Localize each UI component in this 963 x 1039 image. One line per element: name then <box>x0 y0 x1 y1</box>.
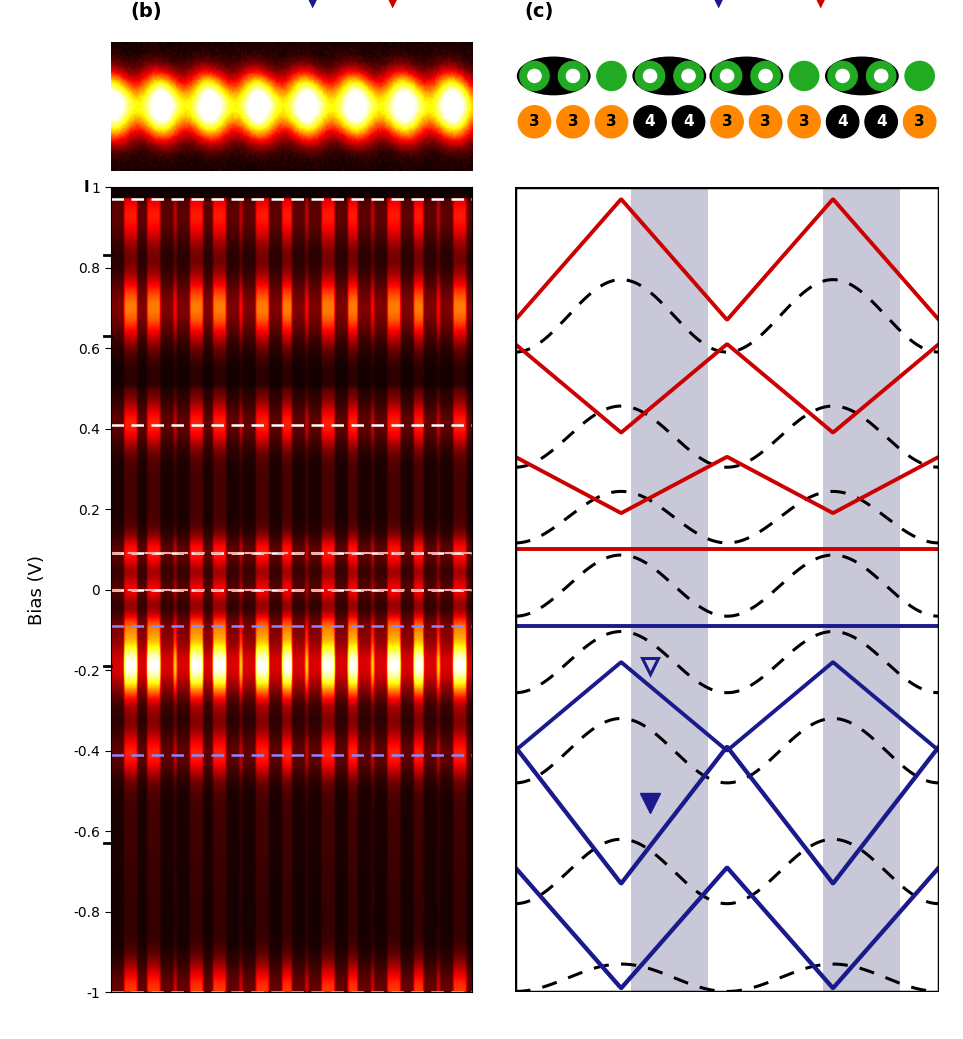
Text: 3: 3 <box>721 114 733 129</box>
Circle shape <box>557 106 589 138</box>
Text: 3: 3 <box>529 114 540 129</box>
Text: ▼: ▼ <box>381 0 403 10</box>
Circle shape <box>790 61 819 90</box>
Text: 3: 3 <box>567 114 579 129</box>
Y-axis label: Bias (V): Bias (V) <box>28 555 46 624</box>
Circle shape <box>520 61 549 90</box>
Circle shape <box>711 106 743 138</box>
Circle shape <box>518 106 551 138</box>
Circle shape <box>674 61 703 90</box>
Circle shape <box>874 70 888 82</box>
Circle shape <box>720 70 734 82</box>
Circle shape <box>828 61 857 90</box>
Text: 3: 3 <box>914 114 925 129</box>
Text: 3: 3 <box>606 114 617 129</box>
Circle shape <box>682 70 695 82</box>
Ellipse shape <box>633 57 706 95</box>
Text: ▼: ▼ <box>302 0 324 10</box>
Circle shape <box>826 106 859 138</box>
Text: (b): (b) <box>130 2 162 21</box>
Text: 4: 4 <box>644 114 656 129</box>
Circle shape <box>713 61 742 90</box>
Ellipse shape <box>517 57 590 95</box>
Circle shape <box>566 70 580 82</box>
Circle shape <box>643 70 657 82</box>
Circle shape <box>634 106 666 138</box>
Bar <box>631 187 708 992</box>
Circle shape <box>903 106 936 138</box>
Circle shape <box>751 61 780 90</box>
Circle shape <box>836 70 849 82</box>
Circle shape <box>865 106 898 138</box>
Text: 3: 3 <box>798 114 810 129</box>
Circle shape <box>749 106 782 138</box>
Circle shape <box>867 61 896 90</box>
Circle shape <box>788 106 820 138</box>
Circle shape <box>672 106 705 138</box>
Bar <box>823 187 900 992</box>
Circle shape <box>636 61 664 90</box>
Text: (c): (c) <box>525 2 555 21</box>
Text: 4: 4 <box>875 114 887 129</box>
Ellipse shape <box>825 57 898 95</box>
Text: I: I <box>84 180 90 194</box>
Text: ▼: ▼ <box>708 0 729 10</box>
Text: 4: 4 <box>683 114 694 129</box>
Circle shape <box>595 106 628 138</box>
Text: ▼: ▼ <box>810 0 831 10</box>
Text: 3: 3 <box>760 114 771 129</box>
Circle shape <box>905 61 934 90</box>
Circle shape <box>597 61 626 90</box>
Ellipse shape <box>710 57 783 95</box>
Text: 4: 4 <box>837 114 848 129</box>
Circle shape <box>759 70 772 82</box>
Circle shape <box>528 70 541 82</box>
Circle shape <box>559 61 587 90</box>
